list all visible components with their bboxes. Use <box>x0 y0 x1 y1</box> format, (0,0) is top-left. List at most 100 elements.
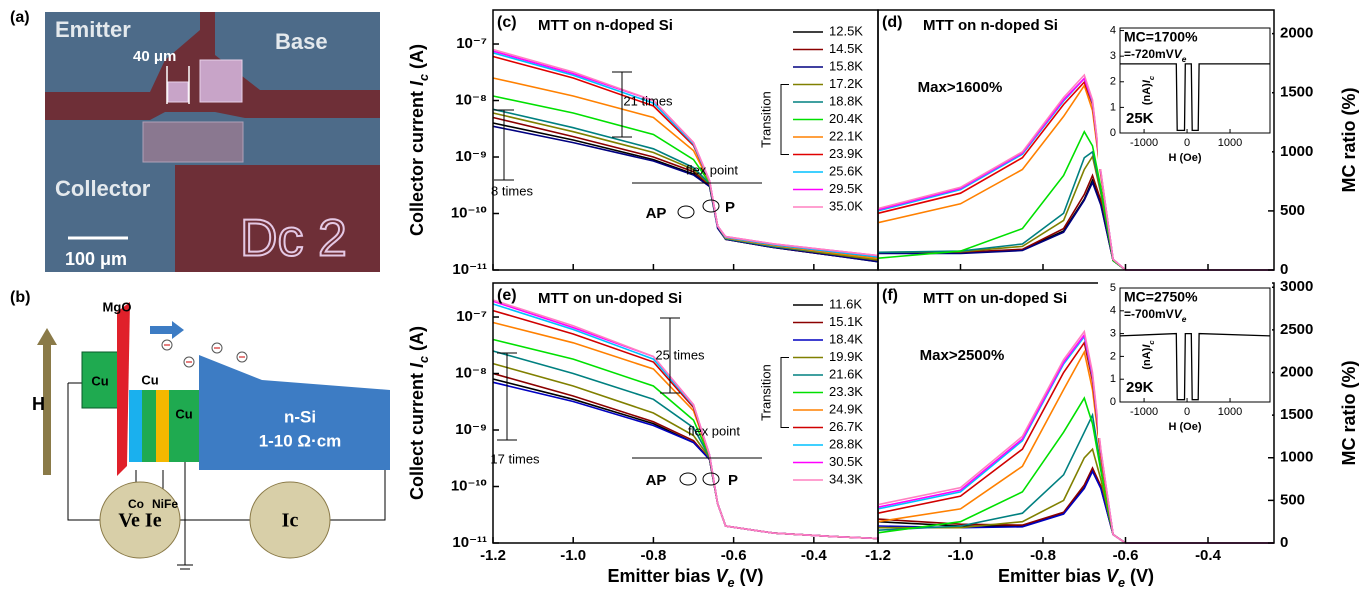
legend-label: 23.9K <box>829 146 863 161</box>
annotation: flex point <box>686 162 738 177</box>
mgo-barrier <box>117 302 130 476</box>
axis-title: MC ratio (%) <box>1339 361 1359 466</box>
inset-x-tick-label: -1000 <box>1130 406 1158 418</box>
panel-label: (e) <box>497 287 517 304</box>
label-part: e <box>728 576 735 590</box>
series-line <box>877 468 1274 544</box>
transition-label: Transition <box>758 91 773 148</box>
electrons <box>161 339 248 368</box>
inset-y-tick-label: 0 <box>1110 127 1116 139</box>
y-tick-label: 10⁻¹⁰ <box>451 204 487 221</box>
series-line <box>492 309 879 540</box>
x-tick-label: -0.8 <box>1030 547 1056 564</box>
label: 100 μm <box>65 249 127 269</box>
label: Emitter <box>55 17 131 42</box>
axis-title: Emitter bias Ve (V) <box>998 566 1154 590</box>
legend-label: 29.5K <box>829 181 863 196</box>
label-part: I <box>1141 79 1153 83</box>
series-line <box>492 381 879 540</box>
inset-y-tick-label: 2 <box>1110 76 1116 88</box>
annotation: P <box>725 199 735 216</box>
label: 1-10 Ω·cm <box>259 431 342 450</box>
inset-temperature: 25K <box>1126 110 1154 127</box>
y-tick-label: 500 <box>1280 202 1305 219</box>
inset-y-tick-label: 3 <box>1110 328 1116 340</box>
state-marker <box>702 472 720 486</box>
meter <box>249 481 331 559</box>
collector-electrode <box>175 165 380 272</box>
cu-block <box>81 351 119 409</box>
y-tick-label: 2000 <box>1280 363 1313 380</box>
electron-signs <box>164 344 245 363</box>
label: Ic <box>282 510 299 532</box>
inset-x-tick-label: -1000 <box>1130 137 1158 149</box>
inset-mc: MC=2750% <box>1124 289 1198 305</box>
inset-frame <box>1119 287 1271 403</box>
label-part: =-700mV <box>1124 307 1174 321</box>
axis-title: Collector current Ic (A) <box>407 44 432 236</box>
wire <box>330 470 386 521</box>
legend-label: 23.3K <box>829 384 863 399</box>
co-layer <box>129 390 142 462</box>
x-tick-label: -0.8 <box>640 547 666 564</box>
legend-label: 14.5K <box>829 41 863 56</box>
legend-label: 22.1K <box>829 128 863 143</box>
label-part: I <box>407 80 427 86</box>
label: 40 μm <box>133 48 176 65</box>
label-part: e <box>1182 314 1187 324</box>
axis-title: =-720mVVe <box>1124 47 1187 64</box>
inset-x-title: H (Oe) <box>1169 152 1202 164</box>
label-part: (V) <box>735 566 764 586</box>
label-part: I <box>1141 344 1153 348</box>
label-part: c <box>1147 75 1156 80</box>
inset-x-tick-label: 0 <box>1184 137 1190 149</box>
label-part: I <box>407 362 427 368</box>
inset-frame <box>1119 27 1271 134</box>
label-part: (nA) <box>1141 347 1153 369</box>
y-tick-label: 1000 <box>1280 449 1313 466</box>
legend-label: 17.2K <box>829 76 863 91</box>
micrograph: (a) Emitter Base 40 μm Collector 100 μm … <box>10 9 380 272</box>
legend-label: 15.1K <box>829 314 863 329</box>
y-tick-label: 10⁻⁹ <box>455 421 487 438</box>
label-part: =-720mV <box>1124 47 1174 61</box>
annotation: 8 times <box>491 183 533 198</box>
legend-label: 20.4K <box>829 111 863 126</box>
n-si <box>199 355 390 470</box>
legend-label: 19.9K <box>829 349 863 364</box>
label: MgO <box>103 299 132 314</box>
panel-label: (c) <box>497 14 517 31</box>
series-line <box>492 50 879 257</box>
label: Cu <box>91 373 108 388</box>
label-part: V <box>1174 307 1183 321</box>
label: Co <box>128 497 144 511</box>
label-part: e <box>1182 54 1187 64</box>
plot-frame <box>877 9 1275 271</box>
label: Base <box>275 29 328 54</box>
cu-layer <box>142 390 156 462</box>
legend-label: 21.6K <box>829 366 863 381</box>
chart-title: MTT on un-doped Si <box>923 290 1067 307</box>
x-tick-label: -0.6 <box>1113 547 1139 564</box>
legend-label: 26.7K <box>829 419 863 434</box>
annotation: P <box>728 472 738 489</box>
y-tick-label: 10⁻⁷ <box>456 308 487 325</box>
label-part: (A) <box>407 44 427 74</box>
y-tick-label: 10⁻¹⁰ <box>451 477 487 494</box>
series-line <box>877 466 1274 544</box>
panel-label: (d) <box>882 14 902 31</box>
panel-label: (a) <box>10 9 30 26</box>
label-part: (nA) <box>1141 83 1153 105</box>
label-part: Emitter bias <box>998 566 1106 586</box>
axis-title: Emitter bias Ve (V) <box>607 566 763 590</box>
x-tick-label: -0.4 <box>801 547 828 564</box>
state-marker <box>702 199 720 213</box>
y-tick-label: 0 <box>1280 261 1288 278</box>
label-part: V <box>716 566 730 586</box>
legend-label: 34.3K <box>829 471 863 486</box>
legend-label: 18.4K <box>829 331 863 346</box>
label: n-Si <box>284 407 316 426</box>
axis-title: MC ratio (%) <box>1339 88 1359 193</box>
wire <box>67 383 100 521</box>
annotation: 25 times <box>655 347 705 362</box>
